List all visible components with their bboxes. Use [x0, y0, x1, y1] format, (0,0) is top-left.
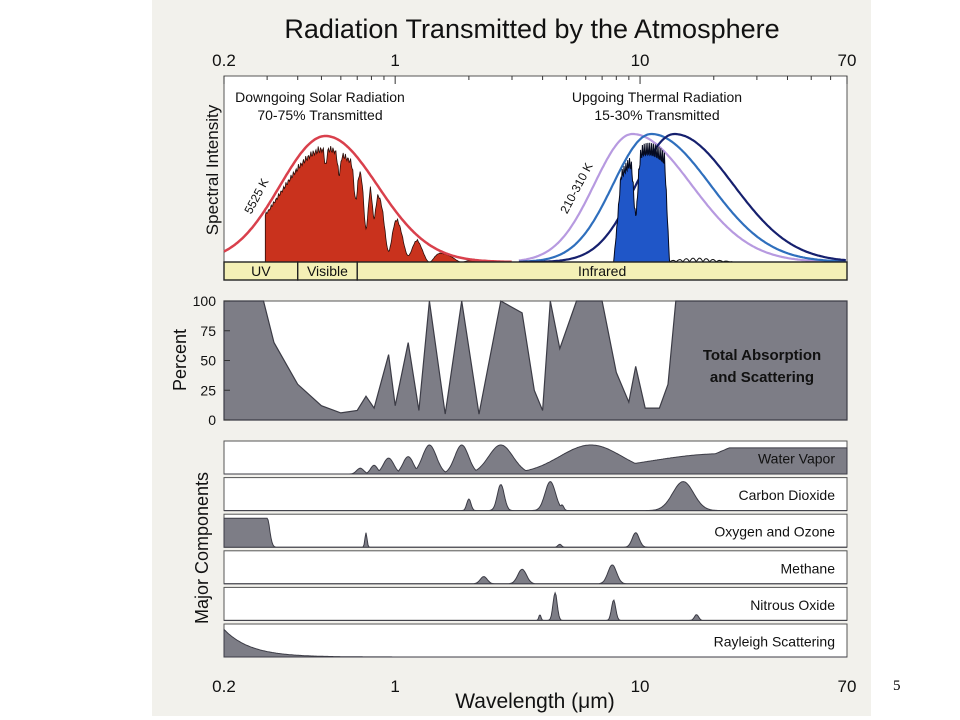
component-row: [223, 623, 848, 658]
thermal-blackbody-curve-0: [518, 132, 846, 263]
component-absorption-area: [224, 564, 847, 585]
component-absorption-area: [224, 591, 847, 621]
band-label: Visible: [307, 263, 348, 279]
component-absorption-area: [224, 444, 848, 475]
component-absorption-area: [224, 481, 847, 512]
component-absorption-area: [223, 628, 847, 658]
total-absorption-area: [223, 300, 848, 421]
component-row: [223, 477, 848, 512]
component-label: Water Vapor: [758, 451, 835, 467]
component-label: Rayleigh Scattering: [714, 634, 835, 650]
band-infrared: [356, 261, 848, 281]
top-tick-label: 0.2: [212, 51, 236, 70]
component-label: Oxygen and Ozone: [714, 524, 835, 540]
slide-number: 5: [893, 678, 901, 694]
component-label: Carbon Dioxide: [739, 487, 836, 503]
thermal-blackbody-curve-1: [518, 132, 846, 263]
percent-tick-label: 50: [200, 353, 216, 369]
solar-annotation-line-1: Downgoing Solar Radiation: [235, 89, 405, 105]
x-axis-label: Wavelength (μm): [455, 690, 615, 713]
bottom-tick-label: 1: [390, 677, 399, 696]
bottom-tick-label: 0.2: [212, 677, 236, 696]
top-tick-label: 70: [838, 51, 857, 70]
chart-title: Radiation Transmitted by the Atmosphere: [284, 14, 779, 44]
percent-tick-label: 75: [200, 323, 216, 339]
thermal-blackbody-curve-2: [518, 132, 846, 264]
thermal-residual-line: [669, 257, 733, 263]
component-label: Nitrous Oxide: [750, 597, 835, 613]
bottom-tick-label: 10: [631, 677, 650, 696]
percent-tick-label: 0: [208, 412, 216, 428]
chart-svg: Radiation Transmitted by the Atmosphere 0…: [170, 14, 857, 713]
thermal-annotation-line-2: 15-30% Transmitted: [594, 107, 719, 123]
component-label: Methane: [781, 560, 836, 576]
components-y-label: Major Components: [192, 472, 212, 624]
component-row: [223, 586, 848, 621]
thermal-annotation-line-1: Upgoing Thermal Radiation: [572, 89, 742, 105]
top-tick-label: 10: [631, 51, 650, 70]
component-absorption-area: [223, 517, 847, 548]
band-label: UV: [251, 263, 271, 279]
bottom-tick-label: 70: [838, 677, 857, 696]
thermal-transmitted-fill: [613, 142, 671, 263]
spectral-y-label: Spectral Intensity: [203, 104, 222, 235]
component-row: [223, 550, 848, 585]
percent-tick-label: 25: [200, 382, 216, 398]
band-label: Infrared: [578, 263, 626, 279]
percent-tick-label: 100: [193, 293, 217, 309]
solar-blackbody-curve: [223, 134, 512, 264]
solar-annotation-line-2: 70-75% Transmitted: [257, 107, 382, 123]
total-label-line-1: Total Absorption: [703, 347, 821, 364]
top-tick-label: 1: [390, 51, 399, 70]
percent-y-label: Percent: [170, 329, 190, 391]
component-row: [223, 513, 848, 548]
figure: Radiation Transmitted by the Atmosphere 0…: [152, 0, 871, 716]
total-label-line-2: and Scattering: [710, 369, 814, 386]
